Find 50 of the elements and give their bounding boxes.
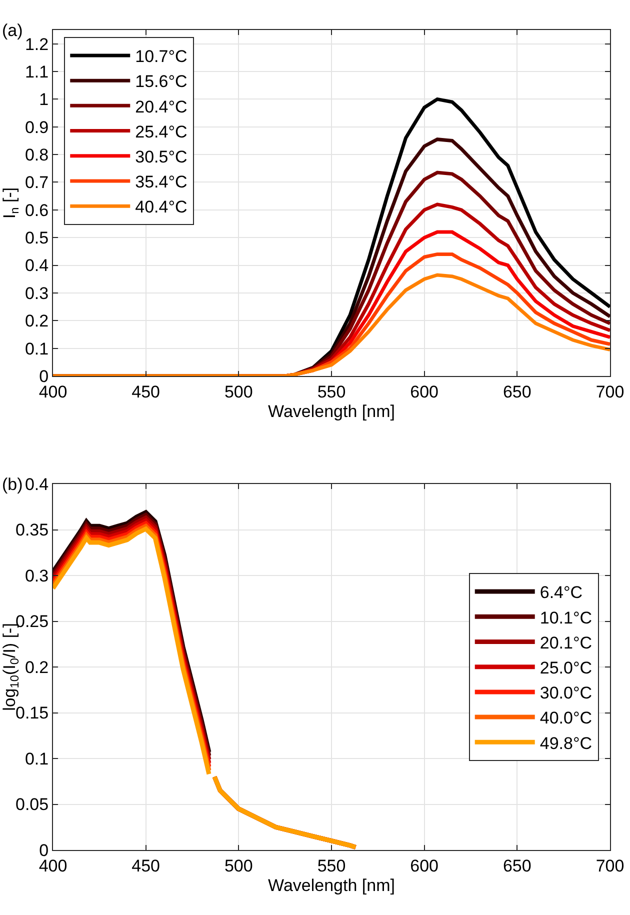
x-tick-label: 550 <box>317 382 346 402</box>
legend-label: 15.6°C <box>135 72 188 92</box>
x-tick-label: 550 <box>317 856 346 876</box>
x-axis-title: Wavelength [nm] <box>268 402 395 421</box>
y-tick-label: 0.5 <box>24 228 49 248</box>
chart-title: (b) <box>2 475 23 494</box>
legend-label: 25.0°C <box>540 658 592 678</box>
y-tick-label: 1.1 <box>24 62 49 82</box>
y-tick-label: 0.3 <box>24 284 49 303</box>
y-tick-label: 0.6 <box>24 200 49 220</box>
y-tick-label: 0.7 <box>24 173 49 192</box>
legend-label: 10.7°C <box>135 47 188 66</box>
legend-label: 30.0°C <box>540 684 592 703</box>
y-tick-label: 0.2 <box>24 312 49 331</box>
legend-label: 25.4°C <box>135 122 188 142</box>
legend-label: 40.0°C <box>540 708 592 728</box>
legend-label: 20.4°C <box>135 97 188 116</box>
line-series <box>53 273 610 376</box>
y-tick-label: 1.2 <box>24 34 49 54</box>
legend-label: 6.4°C <box>540 583 583 602</box>
x-tick-label: 600 <box>410 856 439 876</box>
x-tick-label: 700 <box>596 382 624 402</box>
y-tick-label: 0.35 <box>16 520 49 540</box>
y-tick-label: 1 <box>39 90 49 110</box>
y-tick-label: 0.8 <box>24 146 49 165</box>
legend-label: 40.4°C <box>135 198 188 217</box>
y-tick-label: 0.2 <box>24 658 49 677</box>
x-axis-title: Wavelength [nm] <box>268 876 395 895</box>
x-tick-label: 650 <box>502 382 532 402</box>
y-tick-label: 0.4 <box>24 474 49 494</box>
legend-label: 49.8°C <box>540 734 592 753</box>
y-tick-label: 0.3 <box>24 566 49 586</box>
x-tick-label: 450 <box>132 856 160 876</box>
y-tick-label: 0.9 <box>24 118 49 137</box>
x-tick-label: 500 <box>224 856 253 876</box>
y-tick-label: 0.1 <box>24 749 49 768</box>
x-tick-label: 450 <box>132 382 160 402</box>
chart-title: (a) <box>2 21 23 40</box>
x-tick-label: 600 <box>410 382 439 402</box>
legend-label: 30.5°C <box>135 148 188 166</box>
legend-label: 20.1°C <box>540 633 592 652</box>
y-tick-label: 0.1 <box>24 339 49 358</box>
y-tick-label: 0.4 <box>24 256 49 276</box>
legend-label: 35.4°C <box>135 172 188 192</box>
x-tick-label: 650 <box>502 856 532 876</box>
x-tick-label: 700 <box>596 856 624 876</box>
x-tick-label: 500 <box>224 382 253 402</box>
y-tick-label: 0.05 <box>16 795 49 814</box>
legend-label: 10.1°C <box>540 608 592 628</box>
y-tick-label: 0.25 <box>16 612 49 632</box>
